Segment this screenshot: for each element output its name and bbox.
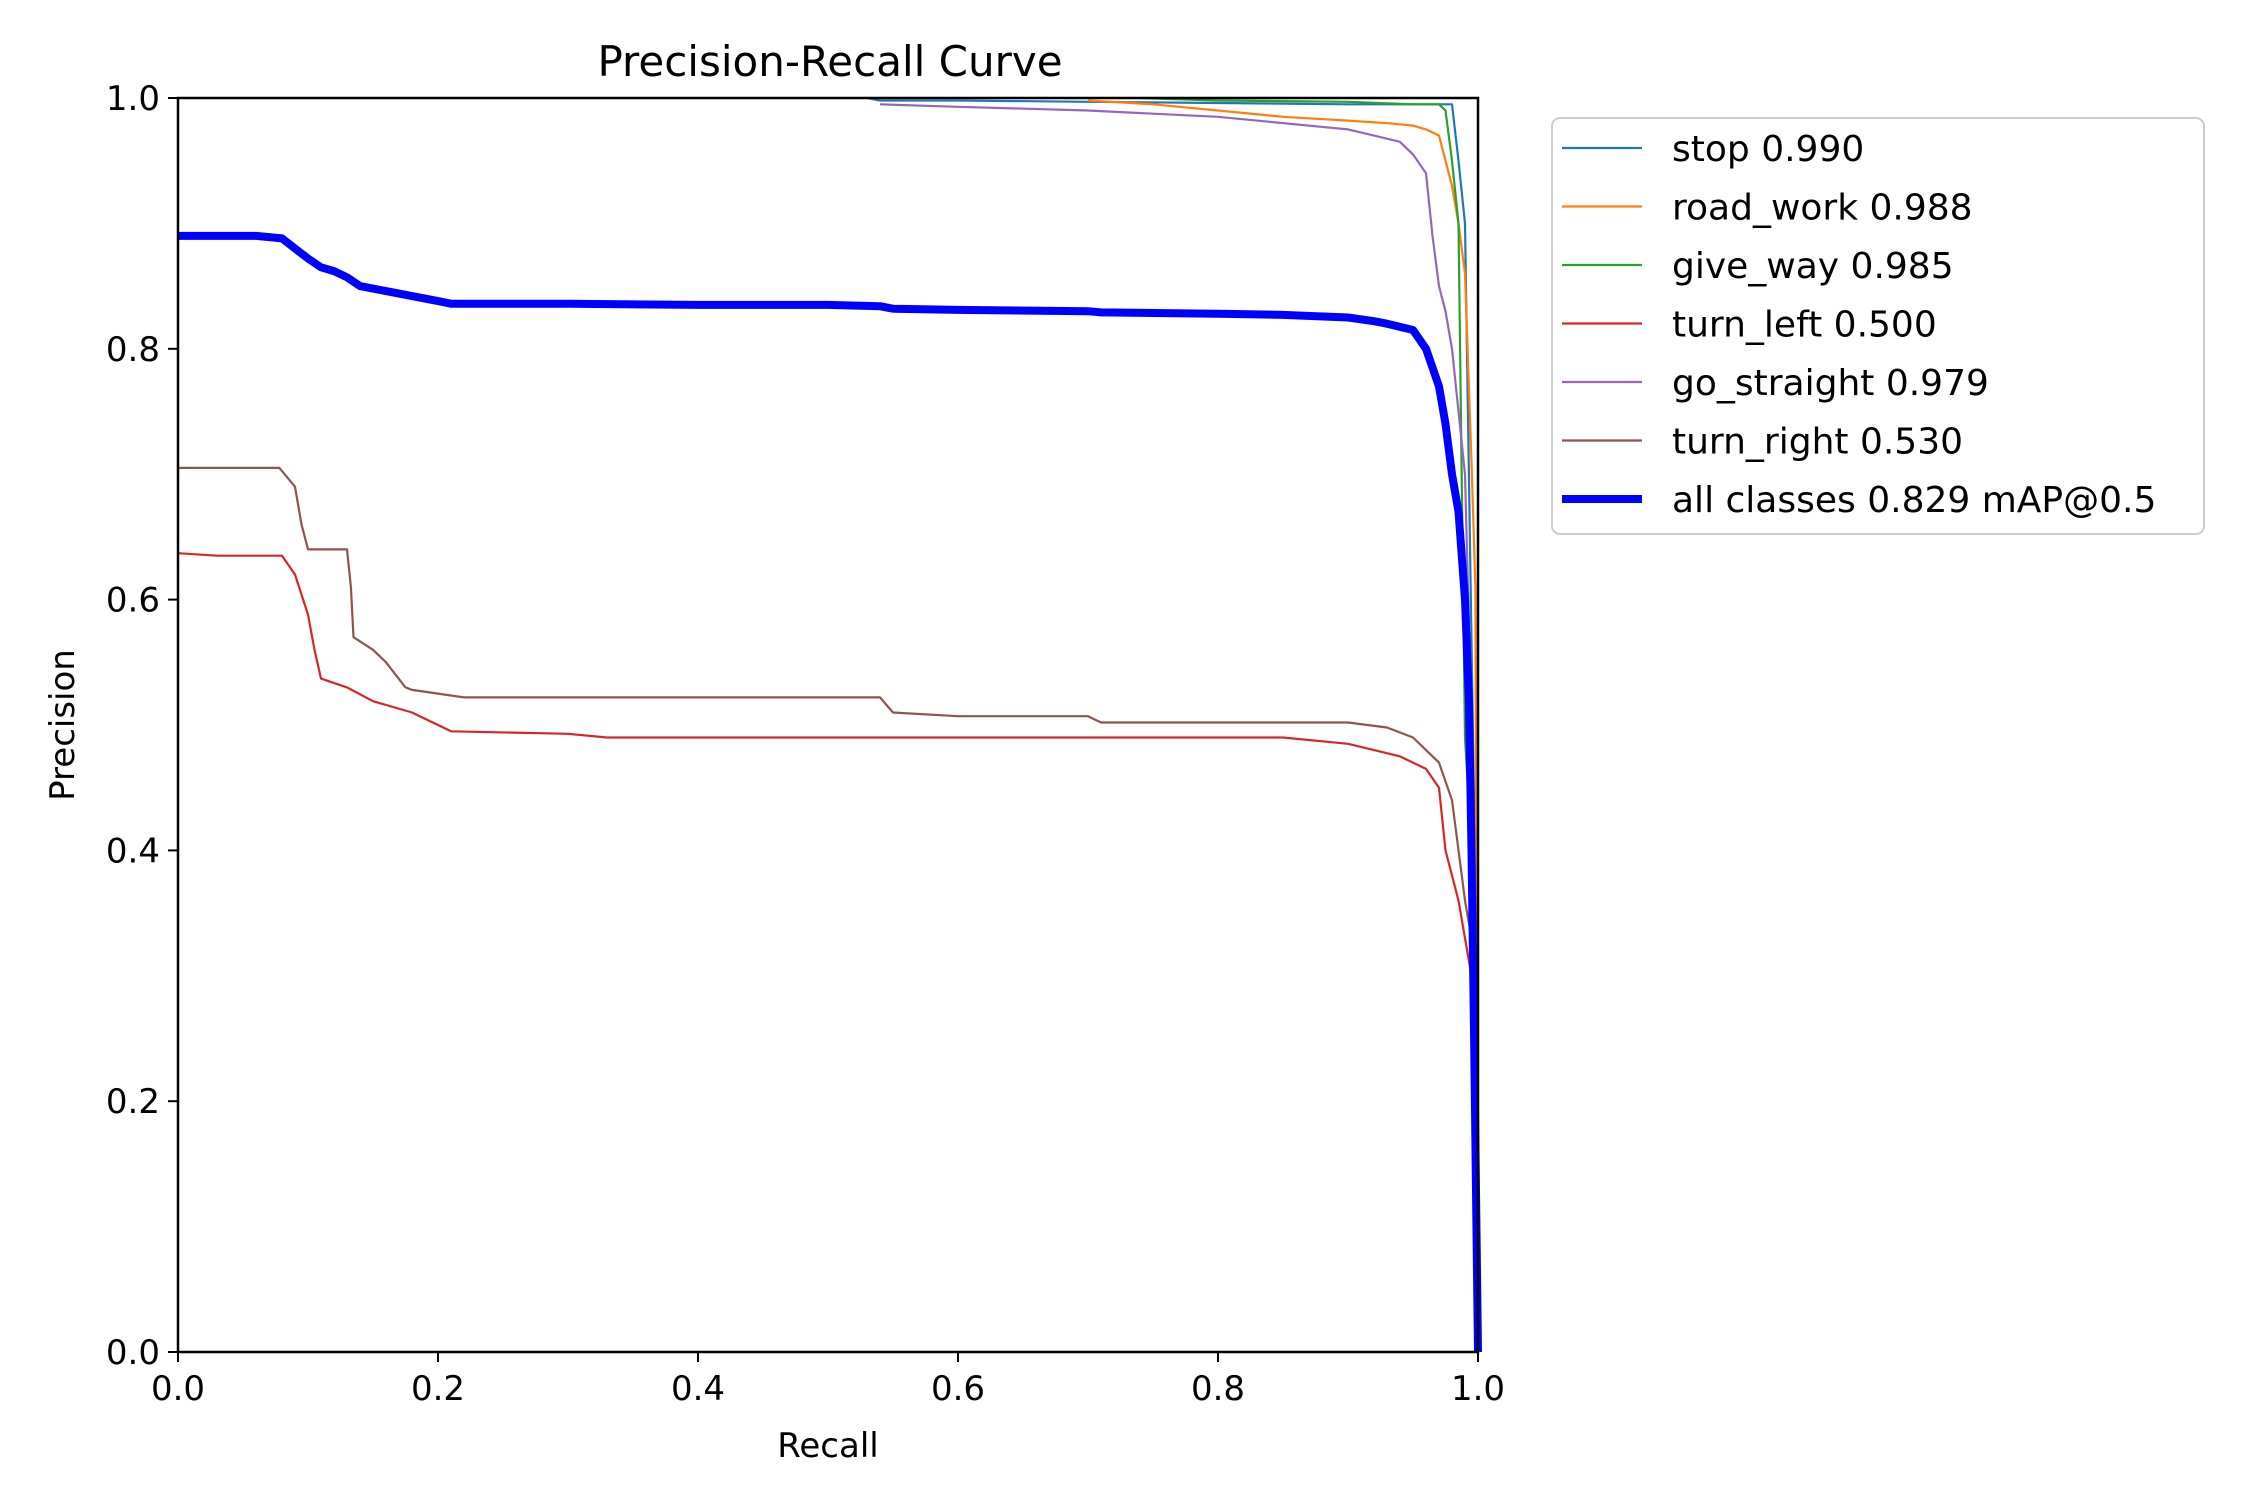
y-axis-label: Precision xyxy=(43,649,83,801)
series-line-3 xyxy=(177,552,1480,1353)
y-tick-label: 0.4 xyxy=(106,831,160,871)
y-tick-label: 0.0 xyxy=(106,1333,160,1373)
legend-label: go_straight 0.979 xyxy=(1672,363,1989,404)
y-tick-label: 0.8 xyxy=(106,330,160,370)
legend-label: turn_right 0.530 xyxy=(1672,422,1963,463)
x-tick-label: 1.0 xyxy=(1451,1369,1505,1409)
legend-label: road_work 0.988 xyxy=(1672,188,1973,229)
y-axis-ticks: 0.0 0.2 0.4 0.6 0.8 1.0 xyxy=(106,79,178,1373)
y-tick-label: 0.2 xyxy=(106,1082,160,1122)
legend: stop 0.990 road_work 0.988 give_way 0.985 t… xyxy=(1551,117,2205,535)
series-line-0 xyxy=(866,96,1480,1353)
x-tick-label: 0.4 xyxy=(671,1369,725,1409)
y-tick-label: 0.6 xyxy=(106,581,160,621)
series-line-1 xyxy=(1087,99,1480,1353)
series-line-4 xyxy=(879,103,1480,1353)
legend-box xyxy=(1551,117,2205,535)
legend-label: stop 0.990 xyxy=(1672,129,1864,170)
x-tick-label: 0.6 xyxy=(931,1369,985,1409)
legend-label: all classes 0.829 mAP@0.5 xyxy=(1672,480,2156,521)
x-tick-label: 0.8 xyxy=(1191,1369,1245,1409)
x-axis-ticks: 0.0 0.2 0.4 0.6 0.8 1.0 xyxy=(151,1352,1505,1409)
x-tick-label: 0.2 xyxy=(411,1369,465,1409)
series-line-5 xyxy=(178,466,1480,1353)
series-line-2 xyxy=(1139,96,1480,1353)
plot-frame xyxy=(176,96,1480,1354)
legend-label: turn_left 0.500 xyxy=(1672,305,1937,346)
chart-title: Precision-Recall Curve xyxy=(597,37,1062,86)
y-tick-label: 1.0 xyxy=(106,79,160,119)
legend-label: give_way 0.985 xyxy=(1672,246,1954,287)
x-axis-label: Recall xyxy=(777,1426,878,1466)
x-tick-label: 0.0 xyxy=(151,1369,205,1409)
series-line-6 xyxy=(178,231,1482,1353)
plot-lines xyxy=(177,96,1482,1353)
